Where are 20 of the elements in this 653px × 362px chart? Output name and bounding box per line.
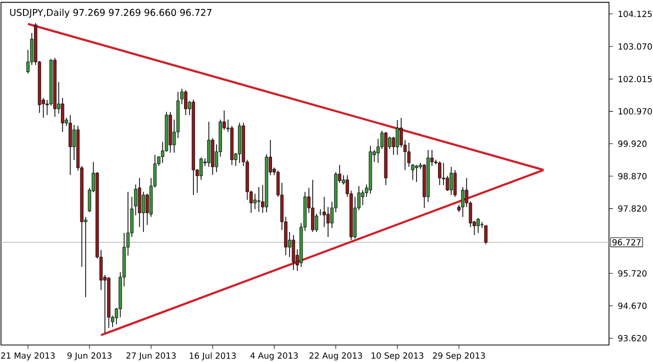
y-tick-label: 99.920 [618, 140, 647, 147]
x-tick-label: 10 Sep 2013 [372, 352, 424, 360]
x-tick-label: 27 Jun 2013 [126, 352, 176, 360]
y-tick-label: 95.720 [618, 270, 647, 277]
x-tick-label: 29 Sep 2013 [432, 352, 485, 360]
y-tick-label: 104.125 [618, 10, 652, 18]
x-tick-label: 21 May 2013 [1, 352, 55, 360]
y-tick-label: 97.820 [618, 205, 647, 212]
y-tick-label: 93.620 [618, 335, 647, 342]
ref-line-label: 96.727 [612, 239, 641, 246]
x-tick-label: 9 Jun 2013 [67, 352, 112, 360]
x-tick-label: 4 Aug 2013 [250, 352, 298, 360]
text: USDJPY,Daily 97.269 97.269 96.660 96.727 [10, 8, 212, 18]
y-tick-label: 102.015 [618, 76, 652, 82]
y-tick-label: 100.970 [618, 108, 652, 114]
y-tick-label: 103.070 [618, 43, 652, 50]
x-tick-label: 16 Jul 2013 [190, 352, 236, 360]
y-tick-label: 98.870 [618, 172, 647, 180]
x-tick-label: 22 Aug 2013 [309, 352, 362, 360]
y-tick-label: 94.670 [618, 302, 647, 309]
